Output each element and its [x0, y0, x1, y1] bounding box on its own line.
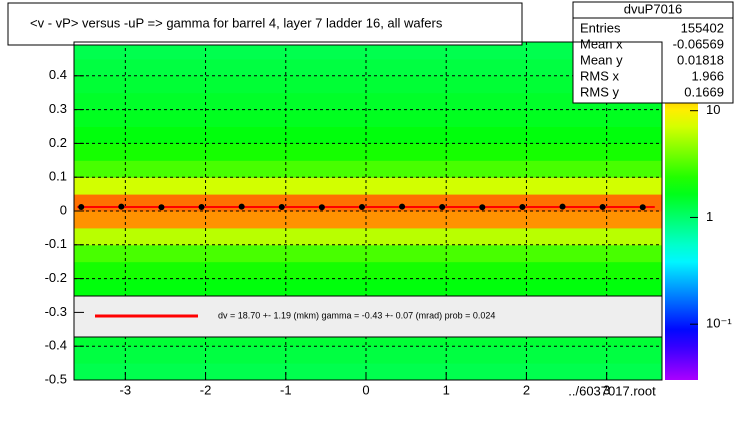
stats-label: Mean x — [580, 36, 623, 51]
profile-point — [599, 203, 606, 210]
z-tick-label: 10⁻¹ — [706, 316, 732, 331]
heatmap-row — [74, 261, 662, 280]
x-tick-label: 0 — [362, 382, 369, 397]
stats-value: 0.1669 — [684, 84, 724, 99]
stats-box — [572, 1, 734, 104]
profile-point — [358, 203, 365, 210]
heatmap-row — [74, 160, 662, 178]
x-tick-label: -2 — [200, 382, 212, 397]
heatmap-row — [74, 244, 662, 263]
heatmap-row — [74, 58, 662, 77]
profile-point — [158, 204, 165, 211]
heatmap-row — [74, 143, 662, 161]
profile-point — [399, 203, 406, 210]
heatmap-row — [74, 211, 662, 229]
stats-value: 0.01818 — [677, 52, 724, 67]
stats-name: dvuP7016 — [624, 1, 683, 16]
y-tick-label: -0.3 — [45, 304, 67, 319]
heatmap-row — [74, 363, 662, 381]
y-tick-label: 0.1 — [49, 169, 67, 184]
profile-point — [439, 203, 446, 210]
heatmap-row — [74, 42, 662, 60]
chart-title: <v - vP> versus -uP => gamma for barrel … — [30, 15, 443, 30]
z-tick-label: 1 — [706, 209, 713, 224]
title-box — [7, 2, 523, 46]
profile-point — [238, 203, 245, 210]
stats-value: 1.966 — [691, 68, 724, 83]
profile-point — [318, 204, 325, 211]
x-tick-label: 1 — [443, 382, 450, 397]
y-tick-label: -0.4 — [45, 338, 67, 353]
z-tick-label: 10 — [706, 102, 720, 117]
x-tick-label: -3 — [120, 382, 132, 397]
stats-label: Mean y — [580, 52, 623, 67]
heatmap-row — [74, 346, 662, 364]
y-tick-label: 0.2 — [49, 135, 67, 150]
x-tick-label: 3 — [603, 382, 610, 397]
y-tick-label: 0.4 — [49, 67, 67, 82]
heatmap-row — [74, 109, 662, 127]
x-tick-label: 2 — [523, 382, 530, 397]
heatmap-row — [74, 92, 662, 111]
x-tick-label: -1 — [280, 382, 292, 397]
stats-label: RMS x — [580, 68, 620, 83]
heatmap-row — [74, 75, 662, 94]
legend-text: dv = 18.70 +- 1.19 (mkm) gamma = -0.43 +… — [218, 310, 495, 320]
y-tick-label: -0.5 — [45, 371, 67, 386]
heatmap-row — [74, 278, 662, 296]
profile-point — [198, 203, 205, 210]
profile-point — [559, 203, 566, 210]
y-tick-label: -0.1 — [45, 236, 67, 251]
profile-point — [278, 203, 285, 210]
stats-value: 155402 — [681, 20, 724, 35]
y-tick-label: 0.3 — [49, 101, 67, 116]
heatmap-row — [74, 126, 662, 144]
profile-point — [479, 204, 486, 211]
y-tick-label: -0.2 — [45, 270, 67, 285]
stats-label: Entries — [580, 20, 621, 35]
profile-point — [519, 203, 526, 210]
profile-point — [78, 203, 85, 210]
profile-point — [639, 204, 646, 211]
heatmap-row — [74, 177, 662, 195]
heatmap-row — [74, 227, 662, 246]
footer: ../6037017.root — [568, 383, 656, 398]
stats-label: RMS y — [580, 84, 620, 99]
y-tick-label: 0 — [60, 202, 67, 217]
profile-point — [118, 203, 125, 210]
stats-value: -0.06569 — [673, 36, 724, 51]
